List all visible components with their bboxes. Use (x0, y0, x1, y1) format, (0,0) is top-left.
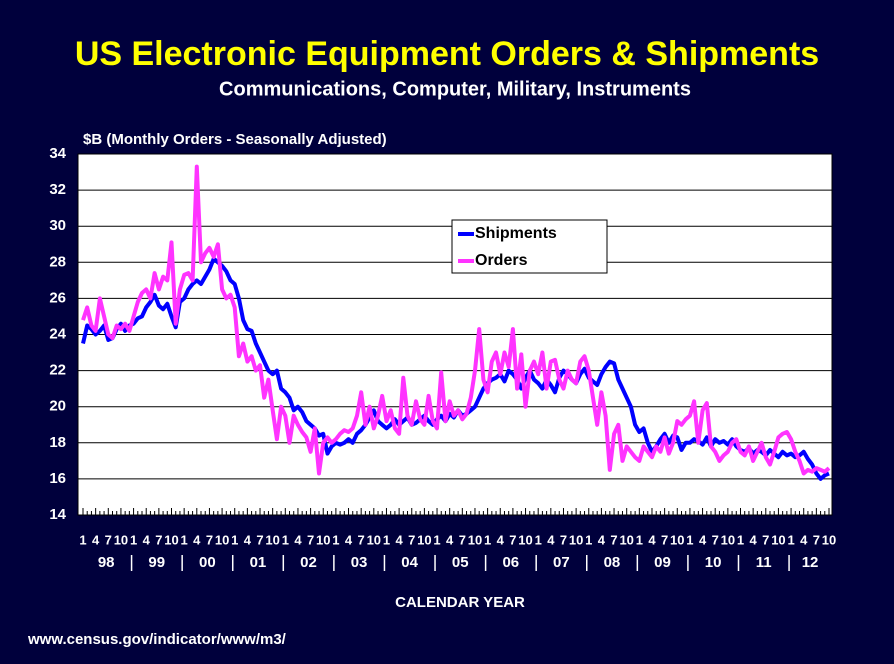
x-tick-label: 10 (670, 532, 684, 547)
x-tick-label: 1 (484, 532, 491, 547)
x-tick-label: 1 (737, 532, 744, 547)
x-axis-title: CALENDAR YEAR (395, 594, 525, 611)
x-tick-label: 10 (316, 532, 330, 547)
year-label: 99 (148, 554, 165, 571)
y-tick-label: 28 (49, 253, 66, 270)
y-tick-label: 18 (49, 434, 66, 451)
x-tick-label: 1 (79, 532, 86, 547)
x-tick-label: 7 (105, 532, 112, 547)
x-tick-label: 7 (256, 532, 263, 547)
x-tick-label: 1 (181, 532, 188, 547)
x-tick-label: 10 (114, 532, 128, 547)
x-tick-label: 10 (265, 532, 279, 547)
x-tick-label: 4 (547, 532, 555, 547)
year-label: 02 (300, 554, 317, 571)
x-tick-label: 7 (610, 532, 617, 547)
x-tick-label: 4 (92, 532, 100, 547)
x-tick-label: 7 (712, 532, 719, 547)
year-label: 98 (98, 554, 115, 571)
x-tick-label: 1 (332, 532, 339, 547)
x-tick-label: 10 (417, 532, 431, 547)
year-label: 04 (401, 554, 418, 571)
x-tick-label: 10 (771, 532, 785, 547)
y-tick-label: 24 (49, 325, 66, 342)
x-tick-label: 7 (206, 532, 213, 547)
x-tick-label: 7 (459, 532, 466, 547)
year-label: 09 (654, 554, 671, 571)
year-label: 05 (452, 554, 469, 571)
y-tick-label: 20 (49, 398, 66, 415)
x-tick-label: 7 (358, 532, 365, 547)
x-tick-label: 4 (395, 532, 403, 547)
x-tick-label: 1 (787, 532, 794, 547)
x-tick-label: 7 (307, 532, 314, 547)
x-tick-label: 7 (509, 532, 516, 547)
y-tick-label: 32 (49, 181, 66, 198)
x-tick-label: 1 (636, 532, 643, 547)
x-tick-label: 1 (231, 532, 238, 547)
y-axis-title: $B (Monthly Orders - Seasonally Adjusted… (83, 131, 387, 148)
x-tick-label: 10 (569, 532, 583, 547)
legend-label: Orders (475, 252, 528, 269)
x-tick-label: 10 (164, 532, 178, 547)
x-tick-label: 10 (822, 532, 836, 547)
x-tick-label: 1 (585, 532, 592, 547)
x-tick-label: 10 (367, 532, 381, 547)
year-label: 07 (553, 554, 570, 571)
x-tick-label: 4 (345, 532, 353, 547)
x-tick-label: 4 (750, 532, 758, 547)
x-tick-label: 10 (215, 532, 229, 547)
x-tick-label: 1 (383, 532, 390, 547)
line-series (81, 164, 831, 476)
x-tick-label: 4 (294, 532, 302, 547)
year-label: 06 (502, 554, 519, 571)
y-tick-label: 14 (49, 506, 66, 523)
year-label: 08 (604, 554, 621, 571)
x-tick-label: 1 (433, 532, 440, 547)
legend-label: Shipments (475, 225, 557, 242)
year-label: 00 (199, 554, 216, 571)
x-tick-label: 10 (721, 532, 735, 547)
chart-subtitle: Communications, Computer, Military, Inst… (219, 78, 691, 100)
year-label: 12 (802, 554, 819, 571)
x-tick-label: 4 (648, 532, 656, 547)
x-tick-label: 7 (155, 532, 162, 547)
x-tick-label: 7 (560, 532, 567, 547)
x-tick-label: 1 (130, 532, 137, 547)
x-tick-label: 4 (244, 532, 252, 547)
x-tick-label: 7 (813, 532, 820, 547)
x-tick-label: 4 (598, 532, 606, 547)
y-tick-label: 22 (49, 362, 66, 379)
chart-title: US Electronic Equipment Orders & Shipmen… (75, 35, 819, 73)
x-tick-label: 4 (497, 532, 505, 547)
x-tick-label: 4 (699, 532, 707, 547)
y-tick-label: 26 (49, 289, 66, 306)
x-tick-label: 10 (619, 532, 633, 547)
x-tick-label: 4 (446, 532, 454, 547)
x-tick-label: 1 (686, 532, 693, 547)
y-tick-label: 16 (49, 470, 66, 487)
year-label: 11 (756, 554, 772, 571)
x-tick-label: 10 (468, 532, 482, 547)
year-label: 01 (250, 554, 267, 571)
x-tick-label: 1 (535, 532, 542, 547)
x-tick-label: 7 (762, 532, 769, 547)
legend-box (451, 219, 608, 274)
year-label: 10 (705, 554, 722, 571)
year-label: 03 (351, 554, 368, 571)
x-tick-label: 4 (800, 532, 808, 547)
source: www.census.gov/indicator/www/m3/ (27, 631, 287, 648)
x-tick-label: 10 (518, 532, 532, 547)
y-tick-label: 34 (49, 145, 66, 162)
x-tick-label: 1 (282, 532, 289, 547)
x-tick-label: 7 (408, 532, 415, 547)
x-tick-label: 7 (661, 532, 668, 547)
y-tick-label: 30 (49, 217, 66, 234)
x-tick-label: 4 (193, 532, 201, 547)
x-tick-label: 4 (143, 532, 151, 547)
